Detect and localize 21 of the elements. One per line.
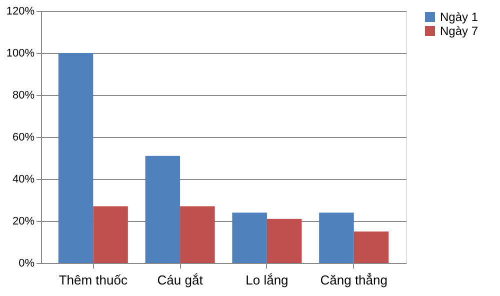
y-tick-label: 20% bbox=[12, 216, 35, 228]
x-tick-label: Lo lắng bbox=[246, 272, 288, 288]
y-tick-label: 100% bbox=[6, 48, 35, 60]
bar bbox=[232, 212, 267, 263]
y-tick-label: 40% bbox=[12, 174, 35, 186]
y-tick-label: 60% bbox=[12, 132, 35, 144]
y-tick-label: 80% bbox=[12, 90, 35, 102]
x-tick-label: Căng thẳng bbox=[320, 272, 388, 288]
bar bbox=[319, 212, 354, 263]
legend-label: Ngày 1 bbox=[440, 10, 478, 24]
bar bbox=[58, 53, 94, 263]
bar bbox=[354, 232, 389, 263]
x-tick-label: Cáu gắt bbox=[157, 272, 204, 288]
bar bbox=[180, 206, 215, 263]
y-tick-label: 120% bbox=[6, 6, 35, 18]
bar bbox=[93, 206, 128, 263]
bar bbox=[145, 156, 180, 263]
y-tick-label: 0% bbox=[18, 258, 35, 270]
bar bbox=[266, 218, 302, 263]
legend-label: Ngày 7 bbox=[440, 24, 478, 38]
x-tick-label: Thêm thuốc bbox=[58, 272, 128, 288]
